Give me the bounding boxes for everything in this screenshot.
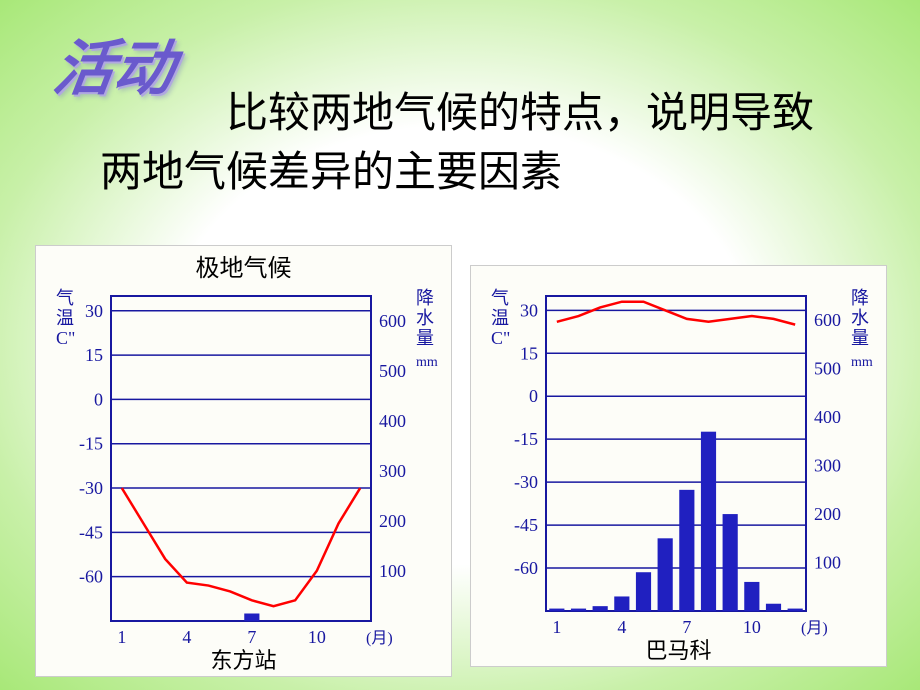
svg-text:-45: -45	[514, 515, 538, 535]
svg-text:极地气候: 极地气候	[196, 255, 292, 282]
chart2-svg: 30 15 0 -15 -30 -45 -60 气温C" 600 500 400 300 200 100 降…	[471, 266, 886, 666]
svg-text:mm: mm	[416, 355, 438, 370]
svg-text:东方站: 东方站	[210, 648, 276, 673]
svg-text:400: 400	[814, 407, 841, 427]
svg-text:-60: -60	[79, 567, 103, 587]
svg-text:10: 10	[743, 617, 761, 637]
svg-text:水: 水	[851, 308, 869, 328]
svg-text:0: 0	[529, 386, 538, 406]
svg-text:300: 300	[379, 461, 406, 481]
svg-text:C": C"	[56, 328, 75, 348]
svg-text:-60: -60	[514, 558, 538, 578]
svg-text:降: 降	[851, 288, 869, 308]
svg-text:量: 量	[851, 328, 869, 348]
svg-text:巴马科: 巴马科	[645, 638, 711, 663]
svg-text:100: 100	[379, 561, 406, 581]
question-text: 比较两地气候的特点，说明导致两地气候差异的主要因素	[100, 85, 840, 203]
climate-chart-bamako: 30 15 0 -15 -30 -45 -60 气温C" 600 500 400 300 200 100 降…	[470, 265, 887, 667]
svg-text:500: 500	[814, 359, 841, 379]
svg-text:15: 15	[85, 345, 103, 365]
svg-text:(月): (月)	[366, 630, 393, 647]
svg-text:量: 量	[416, 328, 434, 348]
svg-text:200: 200	[814, 504, 841, 524]
svg-text:4: 4	[182, 627, 191, 647]
svg-text:1: 1	[552, 617, 561, 637]
svg-text:(月): (月)	[801, 620, 828, 637]
svg-text:600: 600	[379, 311, 406, 331]
svg-text:300: 300	[814, 456, 841, 476]
svg-text:C": C"	[491, 328, 510, 348]
svg-text:水: 水	[416, 308, 434, 328]
svg-text:温: 温	[491, 308, 509, 328]
svg-text:-15: -15	[79, 434, 103, 454]
svg-text:100: 100	[814, 553, 841, 573]
svg-text:30: 30	[520, 300, 538, 320]
svg-text:4: 4	[617, 617, 626, 637]
svg-text:气: 气	[56, 288, 74, 308]
svg-text:-30: -30	[514, 472, 538, 492]
svg-text:500: 500	[379, 361, 406, 381]
svg-text:400: 400	[379, 411, 406, 431]
svg-text:mm: mm	[851, 355, 873, 370]
svg-text:0: 0	[94, 389, 103, 409]
svg-text:7: 7	[682, 617, 691, 637]
svg-text:30: 30	[85, 301, 103, 321]
svg-text:温: 温	[56, 308, 74, 328]
svg-text:-45: -45	[79, 522, 103, 542]
svg-text:-15: -15	[514, 429, 538, 449]
svg-text:15: 15	[520, 343, 538, 363]
svg-text:200: 200	[379, 511, 406, 531]
svg-text:-30: -30	[79, 478, 103, 498]
climate-chart-dongfang: 极地气候 30 15 0 -15 -30 -45 -60 气温C" 600 500 400 300 200…	[35, 245, 452, 677]
svg-text:10: 10	[308, 627, 326, 647]
svg-text:降: 降	[416, 288, 434, 308]
svg-text:600: 600	[814, 310, 841, 330]
svg-text:7: 7	[247, 627, 256, 647]
chart1-svg: 极地气候 30 15 0 -15 -30 -45 -60 气温C" 600 500 400 300 200…	[36, 246, 451, 676]
svg-text:1: 1	[117, 627, 126, 647]
svg-text:气: 气	[491, 288, 509, 308]
